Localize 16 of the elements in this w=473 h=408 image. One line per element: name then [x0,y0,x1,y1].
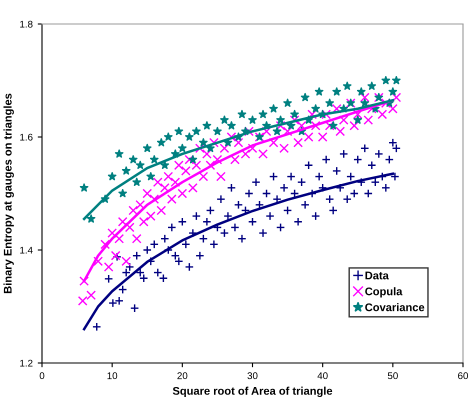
y-axis-title: Binary Entropy at gauges on triangles [3,94,14,294]
legend-label: Copula [365,287,402,298]
y-tick-label: 1.6 [20,134,33,141]
legend-label: Covariance [365,303,424,312]
y-tick-label: 1.2 [20,360,32,367]
x-tick-label: 60 [458,372,468,380]
x-axis-title: Square root of Area of triangle [172,386,332,398]
x-tick-label: 10 [108,372,118,380]
y-tick-label: 1.8 [20,20,33,28]
x-tick-label: 50 [388,372,398,380]
y-tick-label: 1.4 [20,246,33,254]
x-tick-label: 30 [247,372,258,380]
legend-label: Data [365,272,389,280]
x-tick-label: 40 [317,372,328,380]
x-tick-label: 20 [177,372,188,380]
x-tick-label: 0 [40,372,44,380]
